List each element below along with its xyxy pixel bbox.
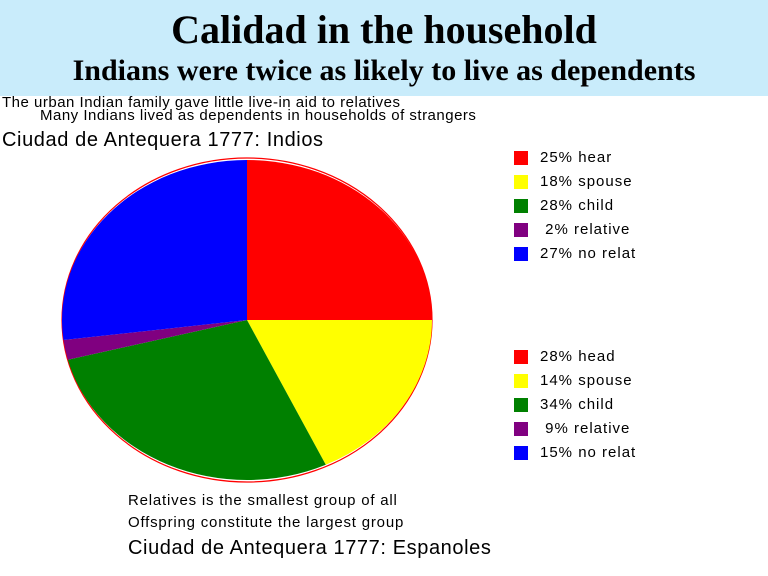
legend-label: 15% no relat: [540, 444, 637, 461]
legend-label: 9% relative: [540, 420, 631, 437]
pie-slices-indios: [61, 160, 432, 480]
chart-title-espanoles: Ciudad de Antequera 1777: Espanoles: [128, 537, 492, 559]
note-line-1: The urban Indian family gave little live…: [2, 94, 401, 111]
legend-swatch: [514, 398, 528, 412]
legend-label: 14% spouse: [540, 372, 633, 389]
title-banner: [0, 0, 768, 96]
bottom-note-1: Relatives is the smallest group of all: [128, 492, 398, 509]
pie-slice-2-relative: [63, 320, 248, 360]
bottom-note-2: Offspring constitute the largest group: [128, 514, 405, 531]
legend-label: 25% hear: [540, 149, 613, 166]
pie-slice-18-spouse: [247, 320, 432, 465]
legend-label: 2% relative: [540, 221, 631, 238]
legend-swatch: [514, 151, 528, 165]
legend-label: 28% child: [540, 197, 615, 214]
legend-swatch: [514, 199, 528, 213]
pie-slice-27-no-relat: [61, 160, 247, 341]
legend-label: 18% spouse: [540, 173, 633, 190]
slide-subtitle: Indians were twice as likely to live as …: [72, 54, 696, 87]
legend-swatch: [514, 350, 528, 364]
legend-swatch: [514, 175, 528, 189]
slide-title: Calidad in the household: [171, 7, 597, 52]
legend-label: 34% child: [540, 396, 615, 413]
legend-swatch: [514, 374, 528, 388]
legend-label: 28% head: [540, 348, 616, 365]
legend-swatch: [514, 247, 528, 261]
legend-swatch: [514, 446, 528, 460]
chart-title-indios: Ciudad de Antequera 1777: Indios: [2, 129, 324, 151]
pie-slice-28-child: [67, 320, 326, 480]
note-line-2: Many Indians lived as dependents in hous…: [40, 107, 477, 124]
legend-swatch: [514, 223, 528, 237]
pie-slice-25-hear: [247, 160, 432, 320]
legend-swatch: [514, 422, 528, 436]
legend-label: 27% no relat: [540, 245, 637, 262]
